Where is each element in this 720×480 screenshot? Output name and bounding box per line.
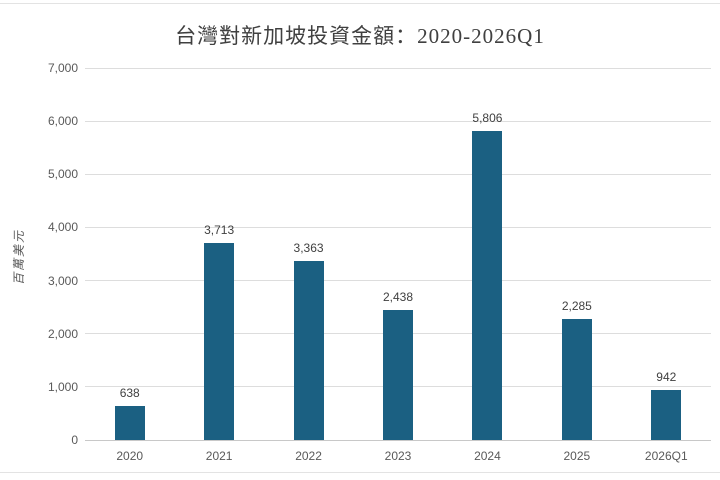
y-tick-label-7000: 7,000 xyxy=(47,61,78,75)
bar-value-label-2020: 638 xyxy=(119,386,140,401)
x-tick-label-2022: 2022 xyxy=(295,449,322,463)
y-tick-label-6000: 6,000 xyxy=(47,114,78,129)
bar-2024 xyxy=(472,131,503,440)
x-tick-label-2023: 2023 xyxy=(384,449,412,463)
bar-value-label-2021: 3,713 xyxy=(204,222,235,237)
bar-2026Q1 xyxy=(651,389,682,440)
y-tick-label-0: 0 xyxy=(71,433,78,447)
x-tick-label-2026Q1: 2026Q1 xyxy=(644,449,688,463)
y-tick-label-5000: 5,000 xyxy=(47,167,78,182)
chart-title: 台灣對新加坡投資金額：2020-2026Q1 xyxy=(175,24,545,48)
gridline-6000 xyxy=(85,120,711,122)
bar-value-label-2024: 5,806 xyxy=(472,111,503,126)
bar-value-label-2023: 2,438 xyxy=(382,290,414,305)
y-tick-label-4000: 4,000 xyxy=(47,220,78,235)
x-tick-label-2025: 2025 xyxy=(563,449,591,463)
x-tick-label-2021: 2021 xyxy=(205,449,233,463)
bar-value-label-2026Q1: 942 xyxy=(656,369,677,384)
bottom-divider xyxy=(0,472,720,473)
bar-2021 xyxy=(204,242,235,440)
x-tick-label-2020: 2020 xyxy=(116,449,144,463)
bar-2023 xyxy=(383,310,413,440)
gridline-7000 xyxy=(85,67,711,69)
gridline-5000 xyxy=(85,173,711,175)
top-divider xyxy=(0,3,720,4)
gridline-3000 xyxy=(85,280,711,282)
x-axis-line xyxy=(85,439,711,441)
x-tick-label-2024: 2024 xyxy=(474,449,501,463)
gridline-4000 xyxy=(85,226,711,228)
bar-value-label-2025: 2,285 xyxy=(561,298,592,313)
y-tick-label-1000: 1,000 xyxy=(47,379,78,394)
bar-2025 xyxy=(561,318,592,440)
bar-value-label-2022: 3,363 xyxy=(293,241,324,256)
bar-2020 xyxy=(114,406,145,440)
bar-2022 xyxy=(293,261,324,440)
y-axis-title: 百萬美元 xyxy=(12,229,26,286)
y-tick-label-3000: 3,000 xyxy=(47,273,78,288)
y-tick-label-2000: 2,000 xyxy=(47,326,78,341)
